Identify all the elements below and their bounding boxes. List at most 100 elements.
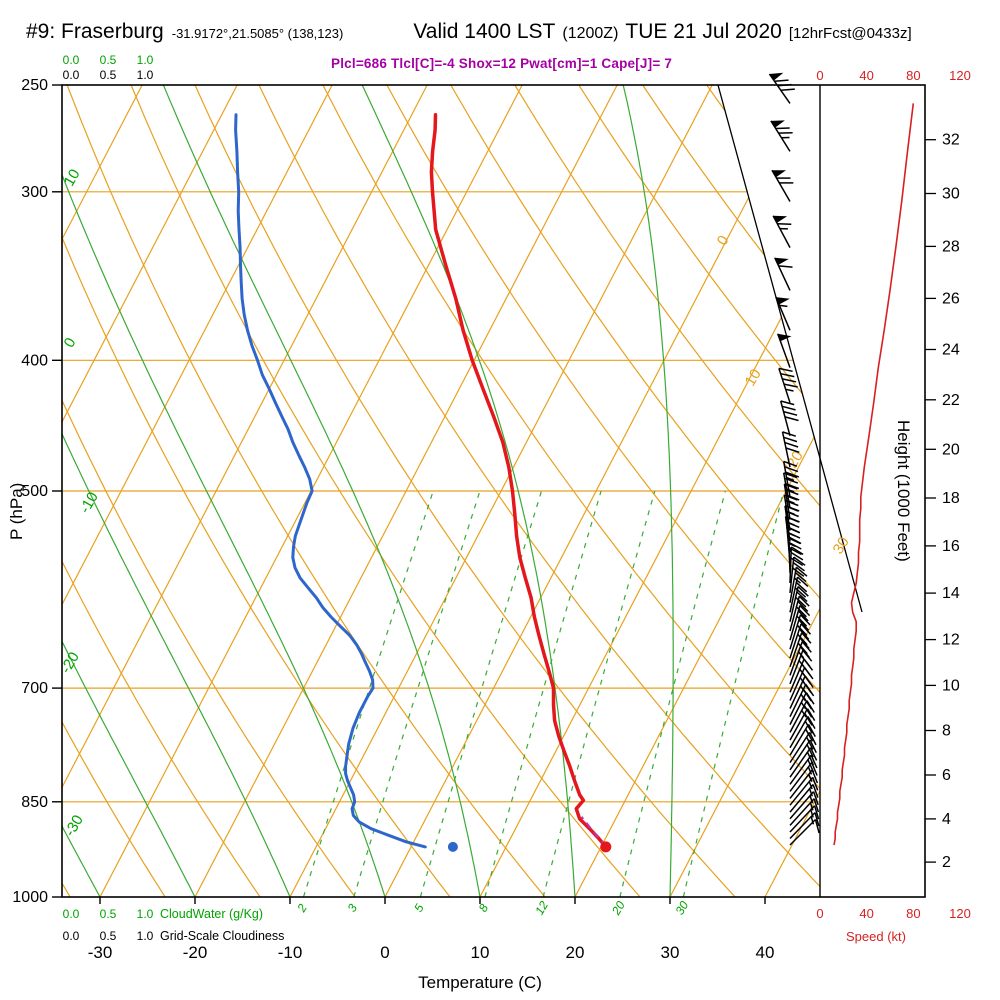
mixing-ratio-line	[419, 490, 543, 897]
barb-full	[798, 628, 810, 640]
wind-barb	[789, 805, 820, 833]
pressure-tick-label: 250	[21, 77, 48, 94]
isotherm-line	[669, 85, 820, 897]
barb-full	[777, 223, 792, 226]
mixing-ratio-label: 3	[345, 901, 361, 914]
cloudiness-tick-label: 0.5	[100, 68, 117, 82]
barb-full	[799, 604, 811, 617]
cloudwater-tick-label: 0.0	[63, 907, 80, 921]
barb-pennant	[775, 297, 790, 305]
pressure-tick-label: 300	[21, 184, 48, 201]
height-axis-title: Height (1000 Feet)	[894, 420, 913, 562]
barb-half	[786, 488, 795, 493]
barb-half	[798, 651, 805, 659]
wind-barb	[789, 586, 809, 622]
barb-full	[785, 471, 800, 478]
barb-full	[807, 724, 816, 737]
barb-full	[797, 600, 809, 612]
barb-full	[784, 416, 799, 422]
header: #9: Fraserburg -31.9172°,21.5085° (138,1…	[26, 20, 982, 44]
pressure-tick-label: 1000	[12, 889, 48, 906]
barb-full	[774, 79, 789, 83]
isotherm-line	[384, 85, 808, 897]
barb-full	[781, 405, 796, 411]
mixing-ratio-line	[682, 490, 785, 897]
isotherm-line	[194, 85, 618, 897]
mixing-ratio-label: 8	[476, 901, 492, 914]
barb-half	[808, 781, 813, 790]
surface-temperature-dot	[600, 841, 612, 853]
barb-half	[810, 816, 815, 825]
height-tick-label: 16	[942, 538, 960, 555]
barb-full	[780, 372, 795, 378]
cloudwater-tick-label: 0.5	[100, 53, 117, 67]
barb-full	[783, 410, 798, 416]
isotherm-cut-label: 10	[742, 366, 765, 389]
barb-full	[796, 576, 809, 587]
dry-adiabat-line	[578, 85, 820, 897]
barb-half	[800, 701, 807, 710]
barb-staff	[774, 257, 791, 291]
wind-barb	[789, 791, 819, 820]
dry-adiabat-line	[62, 85, 166, 897]
barb-full	[784, 466, 799, 473]
barb-pennant	[769, 72, 784, 81]
isotherm-line	[62, 85, 238, 897]
height-tick-label: 26	[942, 290, 960, 307]
barb-staff	[789, 716, 809, 749]
dry-adiabat-line	[130, 85, 641, 897]
wind-barb	[789, 812, 820, 840]
height-tick-label: 32	[942, 132, 960, 149]
wind-barb	[779, 400, 799, 436]
barb-full	[783, 383, 798, 388]
wind-barb	[789, 623, 812, 659]
parcel-trace	[580, 816, 607, 848]
moist-adiabat-line	[62, 85, 291, 897]
wind-barb	[789, 566, 808, 603]
cloudwater-tick-label: 1.0	[137, 907, 154, 921]
barb-full	[812, 777, 819, 791]
barb-staff	[789, 818, 817, 846]
mixing-ratio-line	[353, 490, 481, 897]
barb-staff	[789, 731, 811, 764]
barb-staff	[771, 169, 791, 202]
isotherm-line	[62, 85, 428, 897]
mixing-ratio-line	[542, 490, 656, 897]
moist-adiabat-label: -30	[61, 812, 87, 839]
barb-full	[798, 595, 810, 607]
wind-barb	[768, 72, 795, 104]
barb-full	[812, 791, 819, 806]
wind-barb	[789, 784, 819, 813]
dry-adiabat-line	[62, 85, 451, 897]
barb-full	[783, 436, 798, 443]
isotherm-line	[62, 85, 333, 897]
barb-full	[792, 567, 805, 577]
barb-half	[808, 774, 813, 782]
speed-tick-label: 80	[906, 906, 920, 921]
barb-staff	[789, 739, 811, 771]
barb-full	[795, 596, 807, 608]
height-tick-label: 24	[942, 342, 960, 359]
speed-axis-title: Speed (kt)	[846, 929, 906, 944]
height-tick-label: 30	[942, 186, 960, 203]
pressure-tick-label: 500	[21, 483, 48, 500]
barb-full	[775, 127, 790, 130]
wind-barb	[789, 739, 817, 771]
height-tick-label: 20	[942, 441, 960, 458]
forecast-tag: [12hrFcst@0433z]	[788, 25, 912, 42]
speed-tick-label: 120	[949, 906, 971, 921]
barb-staff	[789, 708, 809, 741]
barb-full	[801, 632, 812, 644]
temperature-profile	[429, 112, 608, 849]
wind-barb	[789, 595, 810, 632]
wind-barb	[778, 367, 798, 403]
barb-half	[798, 660, 805, 668]
barb-staff	[789, 700, 808, 733]
barb-full	[794, 587, 807, 598]
barb-full	[790, 546, 804, 556]
barb-full	[813, 805, 820, 820]
wind-barb	[770, 120, 793, 152]
dry-adiabat-line	[66, 85, 546, 897]
moist-adiabat-line	[162, 85, 481, 897]
